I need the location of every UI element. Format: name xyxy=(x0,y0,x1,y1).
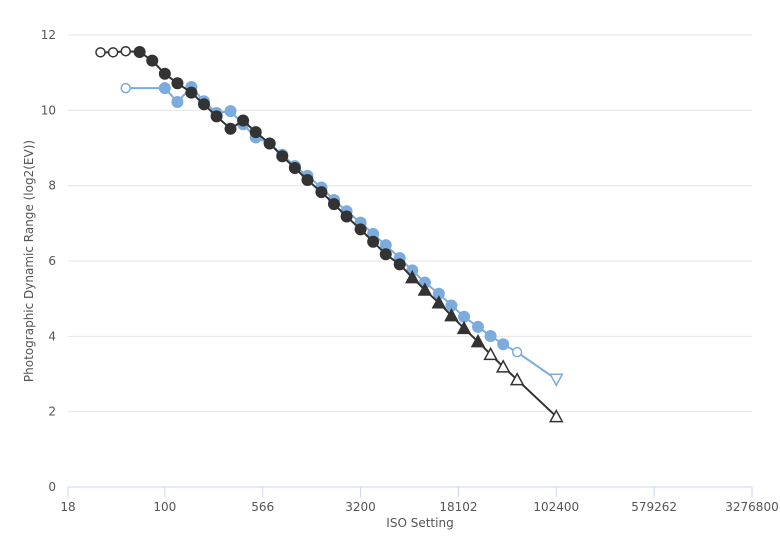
y-tick-label: 2 xyxy=(48,405,56,419)
data-point xyxy=(263,137,276,150)
data-point xyxy=(456,320,472,335)
data-point xyxy=(417,282,433,296)
data-point xyxy=(431,295,447,309)
y-tick-labels: 0 2 4 6 8 10 12 xyxy=(41,28,56,494)
y-tick-label: 0 xyxy=(48,480,56,494)
data-point xyxy=(237,114,250,127)
data-point xyxy=(509,372,525,386)
data-point xyxy=(95,47,106,58)
x-tick-label: 566 xyxy=(251,500,274,514)
x-tick-label: 102400 xyxy=(533,500,579,514)
data-point xyxy=(146,54,159,67)
x-tick-label: 3276800 xyxy=(725,500,778,514)
data-point xyxy=(379,248,392,261)
y-tick-label: 10 xyxy=(41,103,56,117)
y-tick-label: 12 xyxy=(41,28,56,42)
data-point xyxy=(120,45,131,57)
data-point xyxy=(301,174,314,187)
data-point xyxy=(315,186,328,199)
data-point xyxy=(224,122,237,135)
data-point xyxy=(549,408,564,423)
x-axis xyxy=(67,486,753,497)
y-tick-label: 8 xyxy=(48,179,56,193)
y-tick-label: 6 xyxy=(48,254,56,268)
y-tick-label: 4 xyxy=(48,329,56,343)
data-point xyxy=(367,235,380,248)
data-point xyxy=(210,110,223,123)
data-point xyxy=(444,308,459,322)
data-point xyxy=(549,373,564,387)
data-point xyxy=(276,150,289,163)
data-point xyxy=(470,334,486,348)
data-point xyxy=(405,270,420,284)
data-point xyxy=(171,77,184,90)
x-tick-label: 100 xyxy=(153,500,176,514)
data-point xyxy=(224,105,237,118)
data-point xyxy=(495,359,511,373)
data-point xyxy=(497,338,510,351)
data-point xyxy=(197,98,210,111)
data-point xyxy=(249,126,262,139)
data-point xyxy=(458,310,471,323)
data-point xyxy=(393,258,406,271)
y-gridlines xyxy=(68,34,752,413)
data-point xyxy=(185,86,198,99)
data-point xyxy=(471,320,484,333)
series-2 xyxy=(95,45,564,423)
series-layer xyxy=(95,45,564,423)
data-point xyxy=(511,346,523,358)
data-point xyxy=(133,45,146,58)
data-point xyxy=(288,161,301,174)
data-point xyxy=(171,96,184,109)
data-point xyxy=(354,223,367,236)
data-point xyxy=(107,47,119,58)
x-tick-labels: 18 100 566 3200 18102 102400 579262 3276800 xyxy=(60,500,778,514)
series-1 xyxy=(120,80,564,387)
data-point xyxy=(158,67,171,80)
series-line xyxy=(100,50,557,418)
data-point xyxy=(158,82,171,95)
data-point xyxy=(120,82,131,94)
data-point xyxy=(340,210,353,223)
data-point xyxy=(483,346,498,361)
data-point xyxy=(328,198,341,211)
y-axis-title: Photographic Dynamic Range (log2(EV)) xyxy=(22,140,36,382)
x-axis-title: ISO Setting xyxy=(386,516,453,530)
x-tick-label: 18102 xyxy=(439,500,477,514)
x-tick-label: 18 xyxy=(60,500,75,514)
x-tick-label: 579262 xyxy=(631,500,677,514)
x-tick-label: 3200 xyxy=(345,500,376,514)
data-point xyxy=(484,329,497,342)
